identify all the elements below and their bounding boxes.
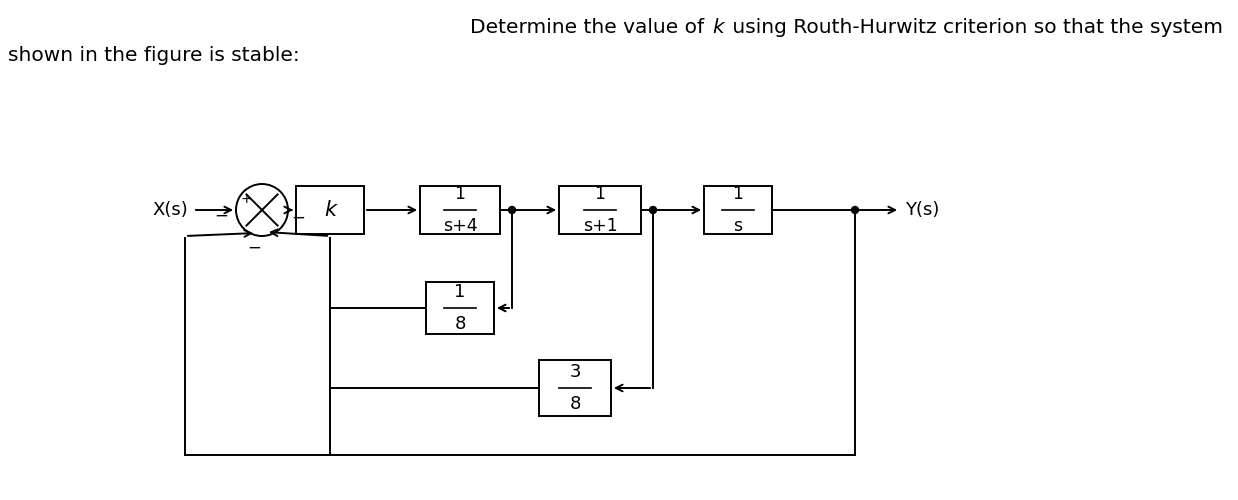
Text: Y(s): Y(s) [905,201,940,219]
Circle shape [509,206,515,214]
Circle shape [650,206,656,214]
Text: −: − [214,207,228,225]
Circle shape [852,206,858,214]
Text: shown in the figure is stable:: shown in the figure is stable: [7,46,300,65]
Text: 1: 1 [454,283,465,301]
Text: k: k [324,200,335,220]
Text: s: s [733,217,743,235]
Text: 1: 1 [454,185,465,203]
Bar [426,282,494,334]
Text: Determine the value of: Determine the value of [469,18,711,37]
Text: +: + [240,192,251,206]
Bar [296,186,364,234]
Text: 3: 3 [569,363,581,381]
Bar [704,186,773,234]
Text: −: − [291,209,305,227]
Text: 8: 8 [569,395,581,413]
Text: k: k [712,18,724,37]
Text: 1: 1 [733,185,744,203]
Bar [539,360,612,416]
Text: 8: 8 [454,315,465,333]
Text: X(s): X(s) [152,201,188,219]
Text: −: − [248,239,261,257]
Text: 1: 1 [594,185,605,203]
Text: s+1: s+1 [583,217,618,235]
Text: using Routh-Hurwitz criterion so that the system: using Routh-Hurwitz criterion so that th… [725,18,1223,37]
Circle shape [236,184,288,236]
Bar [560,186,641,234]
Text: s+4: s+4 [443,217,478,235]
Bar [420,186,500,234]
